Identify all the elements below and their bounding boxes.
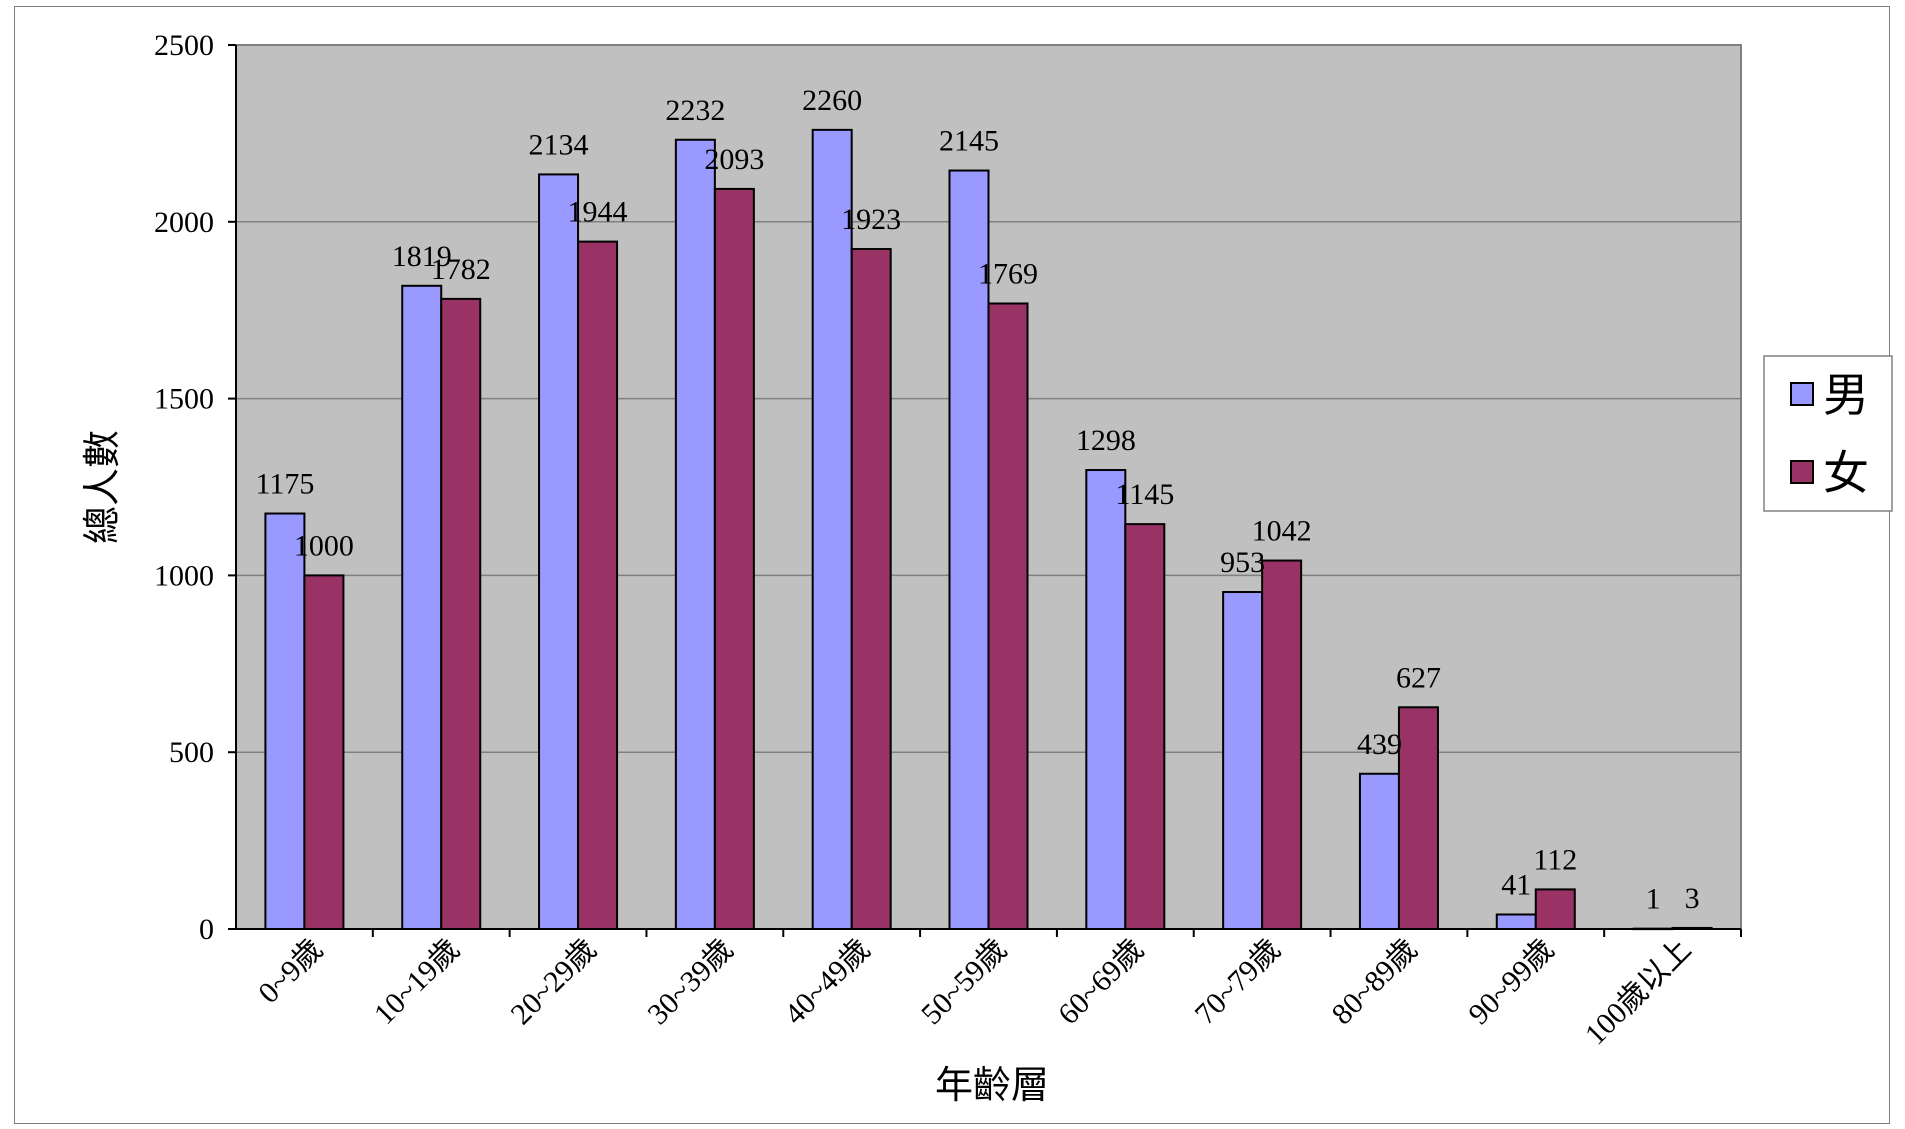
y-axis-title: 總人數 xyxy=(80,430,124,544)
x-tick-label: 80~89歲 xyxy=(1325,933,1423,1031)
data-label-male: 1819 xyxy=(392,240,452,273)
data-label-female: 1769 xyxy=(978,257,1038,290)
data-label-female: 2093 xyxy=(704,143,764,176)
x-tick-label: 90~99歲 xyxy=(1462,933,1560,1031)
bar-male xyxy=(811,128,853,930)
legend-swatch-male xyxy=(1790,382,1814,406)
data-label-female: 1944 xyxy=(568,196,628,229)
bars xyxy=(264,128,1713,931)
x-tick-labels: 0~9歲 10~19歲 20~29歲 30~39歲 40~49歲 50~59歲 60~69歲… xyxy=(252,933,1697,1052)
data-label-female: 1042 xyxy=(1252,515,1312,548)
data-label-female: 112 xyxy=(1533,843,1577,876)
data-label-male: 953 xyxy=(1220,546,1265,579)
bar-female xyxy=(440,297,482,930)
data-label-female: 3 xyxy=(1685,882,1700,915)
x-tick-label: 40~49歲 xyxy=(778,933,876,1031)
x-tick-label: 10~19歲 xyxy=(368,933,466,1031)
bar-female xyxy=(1397,706,1439,930)
legend-box xyxy=(1763,355,1893,512)
y-tick-label: 1500 xyxy=(154,383,214,416)
bar-female xyxy=(1124,523,1166,930)
y-tick-labels: 0 500 1000 1500 2000 2500 xyxy=(154,29,214,946)
x-tick-label: 20~29歲 xyxy=(505,933,603,1031)
x-tick-label: 0~9歲 xyxy=(252,933,329,1010)
data-label-male: 1298 xyxy=(1076,424,1136,457)
bar-female xyxy=(850,248,892,930)
data-label-male: 2134 xyxy=(529,128,589,161)
data-label-male: 1175 xyxy=(255,468,314,501)
bar-female xyxy=(303,574,345,931)
x-tick-label: 50~59歲 xyxy=(915,933,1013,1031)
data-label-female: 1000 xyxy=(294,529,354,562)
data-label-female: 1145 xyxy=(1115,478,1174,511)
y-tick-label: 1000 xyxy=(154,559,214,592)
x-tick-label: 70~79歲 xyxy=(1189,933,1287,1031)
bar-female xyxy=(713,187,755,930)
legend-swatch-female xyxy=(1790,460,1814,484)
legend: 男 女 xyxy=(1763,355,1893,512)
legend-label-male: 男 xyxy=(1823,368,1869,422)
bar-female xyxy=(987,302,1029,930)
bar-female xyxy=(577,240,619,930)
x-tick-label: 60~69歲 xyxy=(1052,933,1150,1031)
bar-male xyxy=(674,138,716,931)
data-label-male: 2145 xyxy=(939,125,999,158)
data-label-male: 41 xyxy=(1501,869,1531,902)
x-tick-label: 30~39歲 xyxy=(641,933,739,1031)
y-tick-label: 0 xyxy=(199,913,214,946)
data-label-male: 439 xyxy=(1357,728,1402,761)
legend-label-female: 女 xyxy=(1823,446,1869,500)
bar-male xyxy=(1358,772,1400,930)
bar-female xyxy=(1534,888,1576,930)
bar-male xyxy=(1085,469,1127,930)
data-label-female: 1782 xyxy=(431,253,491,286)
bar-male xyxy=(401,284,443,931)
bar-male xyxy=(264,512,306,931)
data-label-female: 1923 xyxy=(841,203,901,236)
bar-female xyxy=(1261,559,1303,931)
y-tick-label: 2000 xyxy=(154,206,214,239)
data-label-male: 2260 xyxy=(802,84,862,117)
bar-male xyxy=(1222,591,1264,931)
bar-male xyxy=(538,173,580,930)
data-label-male: 2232 xyxy=(665,94,725,127)
y-tick-label: 2500 xyxy=(154,29,214,62)
x-axis-title: 年齡層 xyxy=(935,1063,1049,1107)
y-tick-label: 500 xyxy=(169,736,214,769)
data-label-male: 1 xyxy=(1646,883,1661,916)
x-tick-label: 100歲以上 xyxy=(1579,933,1698,1052)
data-label-female: 627 xyxy=(1396,661,1441,694)
bar-male xyxy=(1495,913,1537,930)
axes xyxy=(228,44,1742,937)
